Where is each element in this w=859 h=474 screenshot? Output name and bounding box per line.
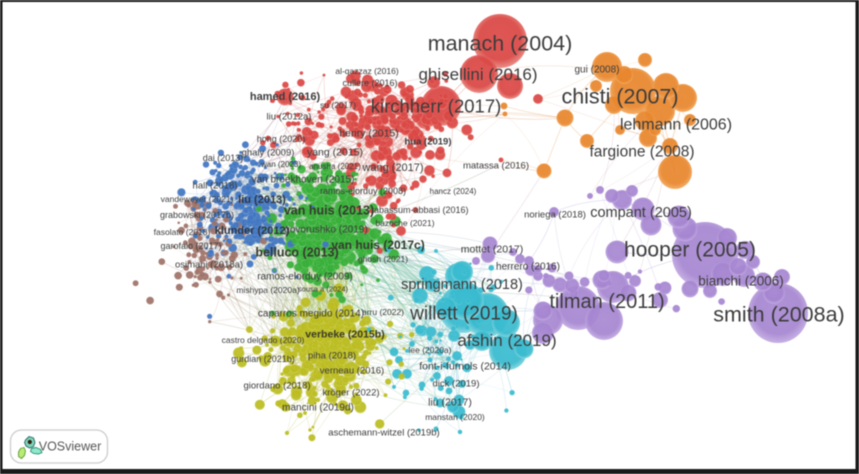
svg-text:mottet (2017): mottet (2017) bbox=[461, 244, 523, 256]
svg-text:tabassum-abbasi (2016): tabassum-abbasi (2016) bbox=[371, 205, 468, 215]
svg-text:garofalo (2017): garofalo (2017) bbox=[160, 241, 221, 251]
svg-text:wang (2017): wang (2017) bbox=[361, 162, 423, 174]
svg-text:wan (2023): wan (2023) bbox=[260, 160, 301, 169]
svg-text:fargione (2008): fargione (2008) bbox=[589, 143, 694, 160]
svg-text:van huis (2017c): van huis (2017c) bbox=[331, 238, 424, 252]
svg-text:piha (2018): piha (2018) bbox=[308, 350, 356, 361]
svg-text:compant (2005): compant (2005) bbox=[590, 205, 692, 221]
svg-text:ramos-elorduy (2009): ramos-elorduy (2009) bbox=[257, 272, 353, 283]
svg-text:grabowski (2017b): grabowski (2017b) bbox=[160, 210, 234, 220]
svg-text:van huis (2013): van huis (2013) bbox=[284, 203, 374, 217]
svg-text:mishypa (2020a): mishypa (2020a) bbox=[236, 285, 299, 295]
svg-text:hall (2018): hall (2018) bbox=[193, 180, 238, 191]
svg-text:osimani (2018a): osimani (2018a) bbox=[175, 259, 243, 270]
svg-text:mancini (2019d): mancini (2019d) bbox=[282, 403, 354, 414]
svg-text:lehmann (2006): lehmann (2006) bbox=[620, 117, 732, 134]
svg-text:manach (2004): manach (2004) bbox=[428, 32, 573, 56]
svg-text:caparros megido (2014): caparros megido (2014) bbox=[258, 309, 364, 320]
svg-text:matassa (2016): matassa (2016) bbox=[463, 160, 529, 171]
svg-text:kröger (2022): kröger (2022) bbox=[322, 387, 379, 398]
svg-text:aschemann-witzel (2019b): aschemann-witzel (2019b) bbox=[328, 427, 439, 438]
svg-text:dai (2013): dai (2013) bbox=[203, 153, 244, 163]
svg-text:belluco (2013): belluco (2013) bbox=[255, 245, 338, 259]
svg-text:font-i-furnols (2014): font-i-furnols (2014) bbox=[419, 361, 511, 373]
svg-text:tilman (2011): tilman (2011) bbox=[549, 291, 664, 313]
svg-text:hua (2019): hua (2019) bbox=[405, 136, 452, 147]
svg-text:hancz (2024): hancz (2024) bbox=[430, 187, 477, 196]
svg-text:bianchi (2006): bianchi (2006) bbox=[698, 274, 784, 289]
svg-text:henry (2015): henry (2015) bbox=[339, 128, 399, 140]
svg-text:liu (2012a): liu (2012a) bbox=[267, 111, 312, 122]
svg-text:manstan (2020): manstan (2020) bbox=[425, 412, 485, 422]
svg-text:govorushko (2019): govorushko (2019) bbox=[284, 225, 367, 236]
svg-text:smith (2008a): smith (2008a) bbox=[713, 303, 844, 327]
svg-text:sousa a (2024): sousa a (2024) bbox=[298, 285, 349, 294]
svg-text:arru (2022): arru (2022) bbox=[362, 307, 404, 317]
svg-text:castro delgado (2020): castro delgado (2020) bbox=[222, 335, 305, 345]
svg-text:herrero (2016): herrero (2016) bbox=[496, 262, 560, 273]
svg-text:yang (2015): yang (2015) bbox=[307, 147, 363, 159]
svg-text:giordano (2018): giordano (2018) bbox=[243, 380, 310, 391]
svg-text:fasolato (2018): fasolato (2018) bbox=[154, 227, 211, 237]
svg-text:bazoche (2021): bazoche (2021) bbox=[375, 218, 434, 228]
svg-text:kirchherr (2017): kirchherr (2017) bbox=[371, 96, 502, 117]
svg-text:al-qazzaz (2016): al-qazzaz (2016) bbox=[335, 66, 398, 76]
svg-text:dick (2019): dick (2019) bbox=[433, 378, 480, 389]
svg-text:klunder (2012): klunder (2012) bbox=[215, 225, 290, 237]
svg-text:hong (2020): hong (2020) bbox=[257, 134, 306, 144]
svg-text:anusha (2021): anusha (2021) bbox=[309, 162, 361, 171]
svg-text:van broekhoven (2015): van broekhoven (2015) bbox=[252, 175, 355, 186]
svg-text:lee (2020a): lee (2020a) bbox=[408, 345, 451, 355]
svg-text:liu (2017): liu (2017) bbox=[428, 397, 472, 409]
svg-text:ghosh (2021): ghosh (2021) bbox=[358, 254, 408, 264]
svg-text:hooper (2005): hooper (2005) bbox=[624, 238, 756, 261]
svg-text:su (2017): su (2017) bbox=[320, 100, 356, 110]
svg-text:gui (2008): gui (2008) bbox=[574, 65, 619, 76]
svg-text:afshin (2019): afshin (2019) bbox=[457, 331, 556, 350]
svg-text:verbeke (2015b): verbeke (2015b) bbox=[305, 329, 384, 341]
svg-text:noriega (2018): noriega (2018) bbox=[524, 209, 586, 220]
svg-text:hamed (2016): hamed (2016) bbox=[250, 91, 321, 103]
svg-text:verneau (2016): verneau (2016) bbox=[320, 365, 384, 376]
svg-text:gurdian (2021b): gurdian (2021b) bbox=[231, 354, 295, 364]
svg-text:chisti (2007): chisti (2007) bbox=[561, 85, 678, 109]
svg-text:willett (2019): willett (2019) bbox=[409, 304, 518, 325]
svg-text:ghaly (2009): ghaly (2009) bbox=[242, 147, 295, 158]
svg-text:ramos-elorduy (2008): ramos-elorduy (2008) bbox=[320, 186, 406, 196]
svg-text:ghisellini (2016): ghisellini (2016) bbox=[418, 65, 537, 84]
svg-text:cullere (2016): cullere (2016) bbox=[342, 78, 397, 88]
svg-text:VOSviewer: VOSviewer bbox=[39, 440, 102, 454]
svg-text:liu (2013): liu (2013) bbox=[238, 194, 286, 206]
svg-text:springmann (2018): springmann (2018) bbox=[401, 277, 523, 293]
svg-text:vandeweyer (2021): vandeweyer (2021) bbox=[161, 194, 234, 204]
